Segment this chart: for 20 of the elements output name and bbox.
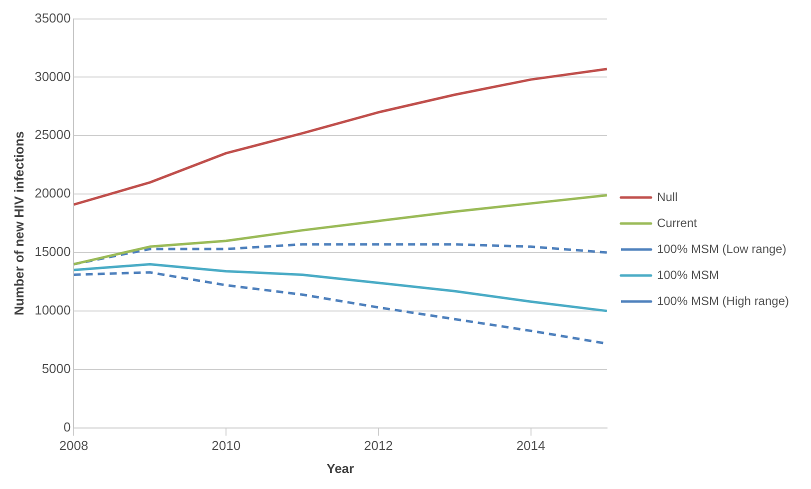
- legend-label: Current: [656, 216, 698, 230]
- legend-label: Null: [656, 190, 678, 204]
- x-tick-label: 2012: [364, 438, 393, 454]
- y-tick-label: 10000: [34, 302, 71, 318]
- line-series: [74, 243, 607, 266]
- y-tick-label: 35000: [34, 10, 71, 26]
- x-tick-label: 2014: [516, 438, 546, 454]
- y-tick-label: 30000: [34, 68, 71, 84]
- y-axis-title: Number of new HIV infections: [11, 131, 26, 316]
- y-tick-label: 5000: [42, 360, 71, 376]
- x-tick-label: 2008: [59, 438, 88, 454]
- y-tick-label: 0: [64, 419, 71, 434]
- legend-label: 100% MSM: [656, 268, 719, 282]
- y-tick-label: 15000: [34, 244, 71, 260]
- x-tick-label: 2010: [212, 438, 241, 454]
- legend-label: 100% MSM (Low range): [656, 242, 786, 256]
- x-axis-title: Year: [326, 460, 354, 476]
- legend-label: 100% MSM (High range): [656, 294, 790, 308]
- y-tick-label: 25000: [34, 127, 71, 142]
- y-tick-label: 20000: [34, 186, 71, 201]
